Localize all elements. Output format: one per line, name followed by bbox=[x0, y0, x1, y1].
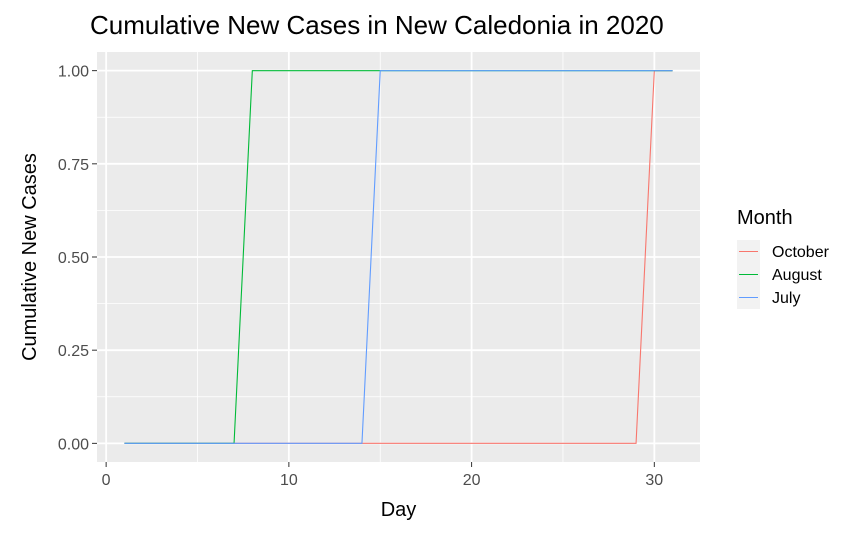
y-tick-label: 0.00 bbox=[58, 436, 89, 453]
axis-ticks bbox=[92, 70, 655, 467]
legend-label-july: July bbox=[772, 290, 800, 307]
series-line-july bbox=[124, 70, 673, 444]
y-tick-labels: 0.00 0.25 0.50 0.75 1.00 bbox=[58, 64, 89, 454]
x-tick-label: 30 bbox=[645, 472, 663, 489]
x-tick-label: 0 bbox=[102, 472, 111, 489]
y-tick-label: 0.75 bbox=[58, 157, 89, 174]
series-layer bbox=[124, 70, 673, 444]
x-tick-label: 20 bbox=[463, 472, 481, 489]
x-tick-labels: 0 10 20 30 bbox=[102, 472, 664, 489]
y-tick-label: 1.00 bbox=[58, 64, 89, 81]
y-axis-title: Cumulative New Cases bbox=[19, 153, 41, 361]
legend-items: October August July bbox=[737, 240, 830, 309]
x-tick-label: 10 bbox=[280, 472, 298, 489]
y-tick-label: 0.50 bbox=[58, 250, 89, 267]
legend: Month October August July bbox=[737, 207, 830, 309]
legend-label-october: October bbox=[772, 244, 830, 261]
legend-title: Month bbox=[737, 207, 793, 229]
legend-label-august: August bbox=[772, 267, 822, 284]
chart-title: Cumulative New Cases in New Caledonia in… bbox=[90, 10, 664, 40]
grid-major bbox=[97, 52, 700, 462]
x-axis-title: Day bbox=[381, 499, 417, 521]
y-tick-label: 0.25 bbox=[58, 343, 89, 360]
